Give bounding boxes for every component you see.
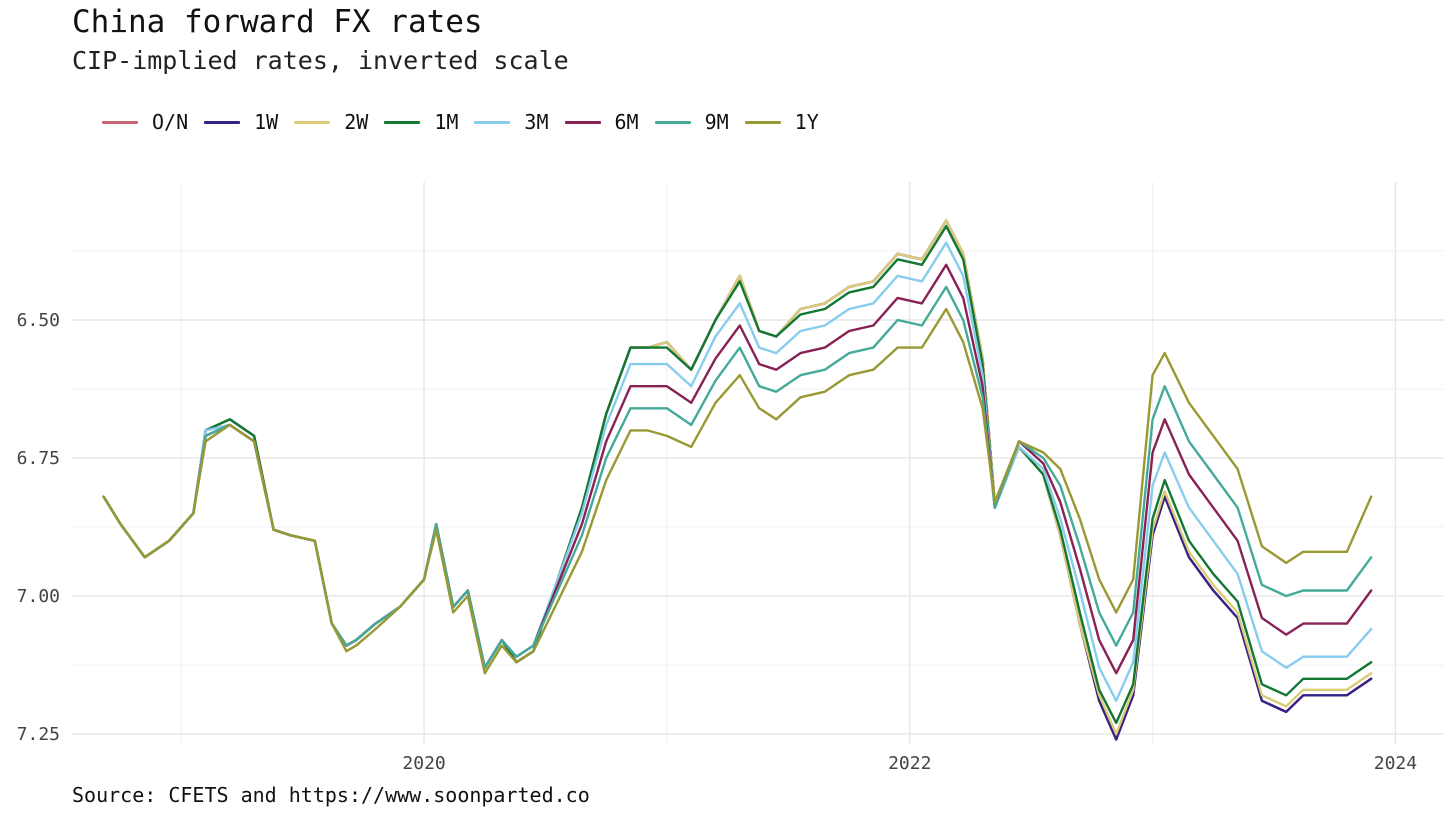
legend-swatch — [564, 120, 601, 124]
legend-item: 1M — [384, 110, 458, 134]
series-line-1y — [102, 307, 1373, 675]
y-tick-label: 7.25 — [17, 724, 60, 745]
legend-item: 1W — [204, 110, 278, 134]
legend-item: 1Y — [744, 110, 819, 134]
legend-swatch — [102, 120, 138, 124]
legend-label: 3M — [524, 110, 549, 134]
series-line-9m — [102, 285, 1373, 669]
chart-legend: O/N 1W 2W 1M 3M 6M 9M 1Y — [102, 110, 835, 134]
legend-swatch — [294, 120, 331, 124]
series-line-3m — [102, 241, 1373, 702]
series-line-on — [102, 219, 1373, 741]
legend-swatch — [654, 120, 691, 124]
legend-item: 9M — [654, 110, 729, 134]
legend-label: O/N — [152, 110, 189, 134]
y-tick-label: 6.50 — [17, 310, 60, 331]
legend-item: O/N — [102, 110, 188, 134]
legend-label: 1W — [254, 110, 279, 134]
y-tick-label: 7.00 — [17, 586, 60, 607]
y-tick-label: 6.75 — [17, 448, 60, 469]
legend-item: 6M — [564, 110, 639, 134]
legend-label: 9M — [704, 110, 729, 134]
series-line-1m — [102, 224, 1373, 725]
x-tick-label: 2024 — [1374, 753, 1417, 774]
series-line-1w — [102, 219, 1373, 741]
legend-item: 2W — [294, 110, 368, 134]
legend-label: 1Y — [794, 110, 819, 134]
legend-swatch — [744, 120, 781, 124]
series-line-2w — [102, 219, 1373, 736]
x-tick-label: 2022 — [888, 753, 931, 774]
source-note: Source: CFETS and https://www.soonparted… — [72, 783, 590, 807]
legend-swatch — [384, 120, 421, 124]
legend-label: 6M — [614, 110, 639, 134]
x-tick-label: 2020 — [402, 753, 445, 774]
legend-label: 2W — [344, 110, 369, 134]
legend-item: 3M — [474, 110, 549, 134]
chart-subtitle: CIP-implied rates, inverted scale — [72, 46, 569, 75]
legend-swatch — [474, 120, 511, 124]
legend-swatch — [204, 120, 241, 124]
chart-title: China forward FX rates — [72, 4, 483, 40]
series-line-6m — [102, 263, 1373, 675]
legend-label: 1M — [434, 110, 459, 134]
